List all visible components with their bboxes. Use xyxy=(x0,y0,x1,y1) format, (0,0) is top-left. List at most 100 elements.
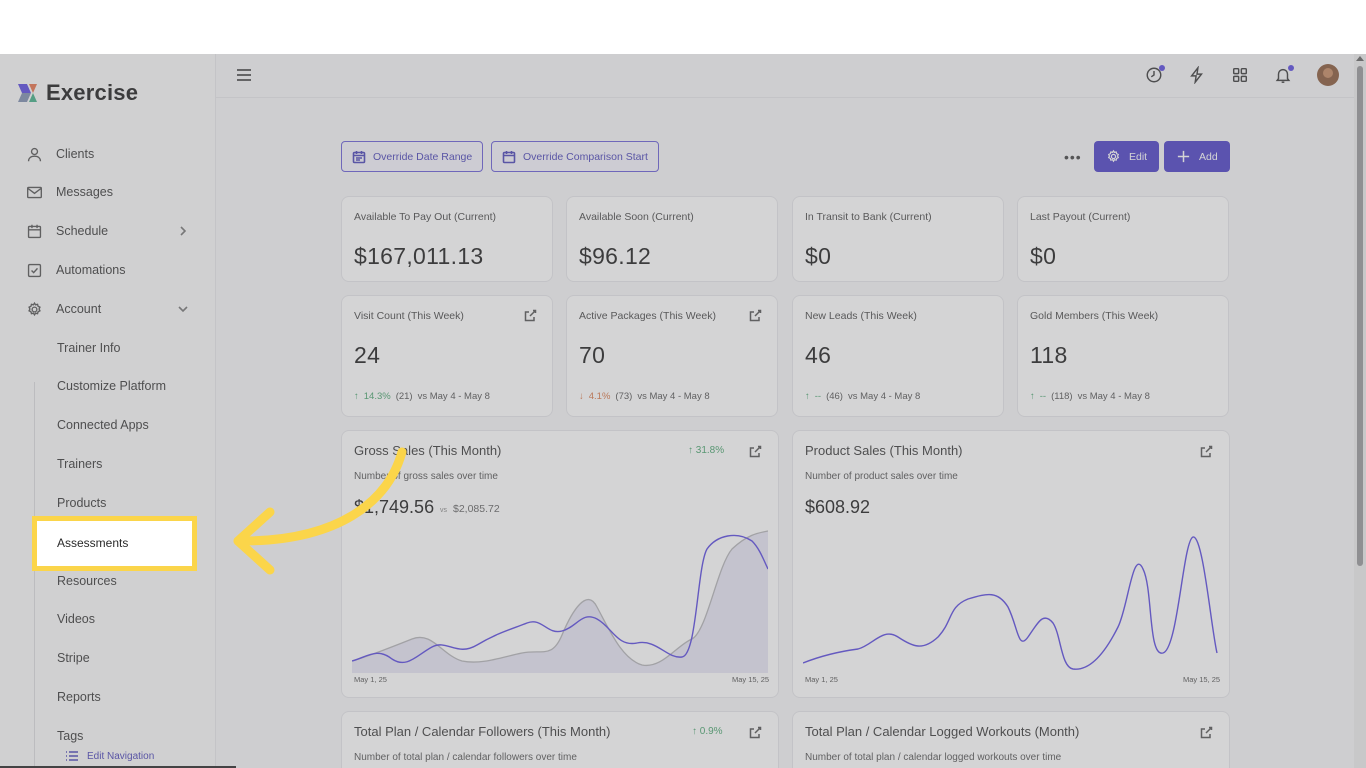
kpi-card[interactable]: Available To Pay Out (Current) $167,011.… xyxy=(341,196,553,282)
kpi-card[interactable]: Last Payout (Current) $0 xyxy=(1017,196,1229,282)
scroll-thumb[interactable] xyxy=(1357,66,1363,566)
weekly-label: Active Packages (This Week) xyxy=(579,310,716,322)
sidebar-item-clients[interactable]: Clients xyxy=(24,139,196,169)
avatar[interactable] xyxy=(1317,64,1339,86)
current-line xyxy=(352,534,768,664)
comparison-range: vs May 4 - May 8 xyxy=(417,391,490,402)
chart-subtitle: Number of total plan / calendar follower… xyxy=(354,752,577,763)
sidebar-subitem-trainer-info[interactable]: Trainer Info xyxy=(57,341,121,355)
arrow-down-icon: ↓ xyxy=(579,391,584,402)
person-icon xyxy=(24,144,44,164)
add-button[interactable]: Add xyxy=(1164,141,1230,172)
sidebar-subitem-stripe[interactable]: Stripe xyxy=(57,651,90,665)
override-date-range-label: Override Date Range xyxy=(373,150,473,163)
calendar-icon xyxy=(24,221,44,241)
product-sales-card[interactable]: Product Sales (This Month) Number of pro… xyxy=(792,430,1230,698)
gross-sales-card[interactable]: Gross Sales (This Month) ↑ 31.8% Number … xyxy=(341,430,779,698)
sidebar-subitem-connected-apps[interactable]: Connected Apps xyxy=(57,418,149,432)
sidebar-item-automations[interactable]: Automations xyxy=(24,255,196,285)
brand[interactable]: Exercise xyxy=(16,80,138,106)
comparison-count: (46) xyxy=(826,391,843,402)
mail-icon xyxy=(24,182,44,202)
weekly-card[interactable]: Gold Members (This Week) 118 ↑ -- (118) … xyxy=(1017,295,1229,417)
external-link-icon[interactable] xyxy=(1200,726,1213,739)
kpi-label: In Transit to Bank (Current) xyxy=(805,211,932,223)
x-axis-start: May 1, 25 xyxy=(354,675,387,684)
chart-title: Total Plan / Calendar Followers (This Mo… xyxy=(354,724,611,739)
weekly-card[interactable]: Visit Count (This Week) 24 ↑ 14.3% (21) … xyxy=(341,295,553,417)
more-options-button[interactable]: ••• xyxy=(1064,149,1082,165)
weekly-label: Gold Members (This Week) xyxy=(1030,310,1159,322)
external-link-icon[interactable] xyxy=(749,309,762,322)
external-link-icon[interactable] xyxy=(1200,445,1213,458)
add-label: Add xyxy=(1199,150,1218,163)
sidebar-subitem-resources[interactable]: Resources xyxy=(57,574,117,588)
sidebar-subitem-customize-platform[interactable]: Customize Platform xyxy=(57,379,167,393)
sidebar-item-schedule[interactable]: Schedule xyxy=(24,216,196,246)
comparison-line xyxy=(352,530,768,667)
bell-icon[interactable] xyxy=(1274,65,1294,86)
sidebar: Exercise Clients Messages Schedule Autom… xyxy=(0,54,236,768)
sidebar-subitem-tags[interactable]: Tags xyxy=(57,729,84,743)
arrow-up-icon: ↑ xyxy=(354,391,359,402)
comparison-pct: 14.3% xyxy=(363,391,391,402)
comparison-value: $2,085.72 xyxy=(453,503,500,515)
sidebar-item-messages[interactable]: Messages xyxy=(24,177,196,207)
workouts-card[interactable]: Total Plan / Calendar Logged Workouts (M… xyxy=(792,711,1230,768)
calendar-icon xyxy=(352,150,366,163)
chart-value: $608.92 xyxy=(805,497,871,517)
arrow-up-icon: ↑ xyxy=(805,391,810,402)
weekly-card[interactable]: New Leads (This Week) 46 ↑ -- (46) vs Ma… xyxy=(792,295,1004,417)
scroll-up-arrow[interactable] xyxy=(1356,56,1364,61)
product-sales-plot xyxy=(803,536,1218,670)
chart-comparison: vs $2,085.72 xyxy=(440,503,500,515)
hamburger-menu-icon[interactable] xyxy=(236,68,252,82)
kpi-value: $0 xyxy=(805,243,832,269)
override-date-range-button[interactable]: Override Date Range xyxy=(341,141,484,172)
external-link-icon[interactable] xyxy=(749,726,762,739)
highlighted-assessments-item[interactable]: Assessments xyxy=(32,516,197,571)
weekly-value: 118 xyxy=(1030,342,1068,368)
kpi-card[interactable]: In Transit to Bank (Current) $0 xyxy=(792,196,1004,282)
chart-change-pct: ↑ 31.8% xyxy=(688,445,725,456)
kpi-label: Last Payout (Current) xyxy=(1030,211,1131,223)
chevron-right-icon xyxy=(176,224,190,238)
brand-logo-icon xyxy=(18,84,37,102)
kpi-card[interactable]: Available Soon (Current) $96.12 xyxy=(566,196,778,282)
edit-navigation-link[interactable]: Edit Navigation xyxy=(65,750,154,762)
sidebar-subitem-videos[interactable]: Videos xyxy=(57,612,95,626)
sidebar-item-label: Schedule xyxy=(56,224,109,238)
apps-grid-icon[interactable] xyxy=(1231,66,1251,86)
kpi-label: Available Soon (Current) xyxy=(579,211,694,223)
calendar-icon xyxy=(502,150,516,163)
external-link-icon[interactable] xyxy=(524,309,537,322)
kpi-value: $96.12 xyxy=(579,243,652,269)
kpi-label: Available To Pay Out (Current) xyxy=(354,211,497,223)
sidebar-subitem-reports[interactable]: Reports xyxy=(57,690,101,704)
sidebar-subitem-products[interactable]: Products xyxy=(57,496,107,510)
notification-dot xyxy=(1288,65,1294,71)
sidebar-subitem-trainers[interactable]: Trainers xyxy=(57,457,103,471)
arrow-up-icon: ↑ xyxy=(1030,391,1035,402)
external-link-icon[interactable] xyxy=(749,445,762,458)
checkbox-icon xyxy=(24,260,44,280)
chart-subtitle: Number of product sales over time xyxy=(805,471,958,482)
history-clock-icon[interactable] xyxy=(1145,65,1165,86)
comparison-count: (73) xyxy=(615,391,633,402)
lightning-icon[interactable] xyxy=(1188,65,1208,86)
chart-title: Total Plan / Calendar Logged Workouts (M… xyxy=(805,724,1080,739)
edit-button[interactable]: Edit xyxy=(1094,141,1160,172)
weekly-card[interactable]: Active Packages (This Week) 70 ↓ 4.1% (7… xyxy=(566,295,778,417)
chevron-down-icon xyxy=(176,302,190,316)
sidebar-item-account[interactable]: Account xyxy=(24,294,196,324)
plus-icon xyxy=(1177,150,1190,163)
scrollbar[interactable] xyxy=(1354,54,1366,768)
gross-sales-plot xyxy=(352,530,768,673)
comparison-count: (21) xyxy=(395,391,413,402)
submenu-guide-line xyxy=(34,382,35,768)
override-comparison-start-button[interactable]: Override Comparison Start xyxy=(491,141,659,172)
comparison-row: ↑ -- (46) vs May 4 - May 8 xyxy=(805,391,920,402)
followers-card[interactable]: Total Plan / Calendar Followers (This Mo… xyxy=(341,711,779,768)
vs-label: vs xyxy=(440,507,447,514)
comparison-pct: -- xyxy=(1039,391,1047,402)
